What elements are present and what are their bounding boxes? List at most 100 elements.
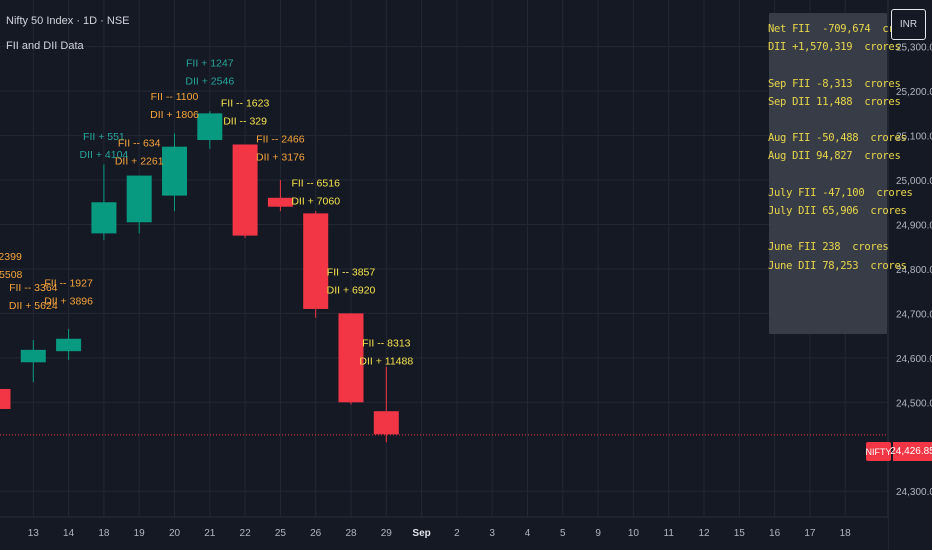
price-tick-label: 25,100.00 bbox=[896, 132, 932, 143]
fii-dii-label: FII -- 1927 bbox=[44, 278, 93, 290]
time-tick-label: 3 bbox=[489, 528, 495, 539]
candles bbox=[0, 111, 399, 443]
time-tick-label: 19 bbox=[134, 528, 146, 539]
candle-body bbox=[91, 202, 117, 234]
candle-body bbox=[56, 338, 82, 352]
fii-dii-label: DII + 5624 bbox=[9, 300, 58, 312]
price-tick-label: 25,300.00 bbox=[896, 43, 932, 54]
fii-dii-label: DII + 3176 bbox=[256, 151, 305, 163]
price-tick-label: 24,500.00 bbox=[896, 398, 932, 409]
price-tick-label: 24,600.00 bbox=[896, 354, 932, 365]
fii-dii-label: FII -- 634 bbox=[118, 138, 161, 150]
time-tick-label: 10 bbox=[628, 528, 640, 539]
candle-body bbox=[197, 113, 223, 141]
currency-button[interactable]: INR bbox=[891, 9, 926, 40]
time-tick-label: 11 bbox=[664, 528, 675, 539]
time-tick-label: 22 bbox=[240, 528, 252, 539]
time-tick-label: Sep bbox=[412, 528, 430, 539]
symbol-label: NIFTY bbox=[866, 442, 892, 461]
candle-up bbox=[91, 164, 117, 241]
summary-line: Aug FII -50,488 crores bbox=[768, 132, 907, 145]
fii-dii-label: DII + 1806 bbox=[150, 109, 199, 121]
candle-down bbox=[232, 144, 258, 238]
summary-line: June DII 78,253 crores bbox=[768, 259, 907, 272]
fii-dii-label: FII -- 3857 bbox=[327, 267, 376, 279]
candle-body bbox=[0, 388, 11, 409]
fii-dii-label: FII + 2399 bbox=[0, 251, 22, 263]
indicator-title[interactable]: FII and DII Data bbox=[6, 40, 84, 52]
summary-line: Aug DII 94,827 crores bbox=[768, 150, 901, 163]
candle-down bbox=[0, 388, 11, 409]
candle-body bbox=[162, 146, 187, 196]
price-tick-label: 24,700.00 bbox=[896, 309, 932, 320]
fii-dii-label: FII -- 3364 bbox=[9, 282, 58, 294]
time-tick-label: 20 bbox=[169, 528, 181, 539]
time-tick-label: 12 bbox=[698, 528, 710, 539]
fii-dii-label: DII -- 329 bbox=[223, 116, 267, 128]
candle-up bbox=[197, 111, 223, 149]
last-price-label: 24,426.85 bbox=[890, 442, 932, 461]
candle-down bbox=[267, 180, 293, 212]
fii-dii-summary-panel: Net FII -709,674 crores DII +1,570,319 cr… bbox=[768, 13, 919, 334]
fii-dii-label: FII -- 8313 bbox=[362, 338, 411, 350]
fii-dii-label: DII + 5508 bbox=[0, 269, 23, 281]
time-tick-label: 18 bbox=[840, 528, 852, 539]
chart-grid bbox=[0, 0, 888, 517]
time-tick-label: 21 bbox=[204, 528, 216, 539]
candle-down bbox=[373, 366, 399, 443]
summary-line: July FII -47,100 crores bbox=[768, 186, 913, 199]
time-tick-label: 25 bbox=[275, 528, 287, 539]
candle-up bbox=[20, 340, 46, 383]
candle-down bbox=[338, 313, 364, 405]
candle-body bbox=[338, 313, 364, 403]
fii-dii-label: DII + 2261 bbox=[115, 156, 164, 168]
time-tick-label: 13 bbox=[28, 528, 40, 539]
summary-line: Sep DII 11,488 crores bbox=[768, 95, 901, 108]
candle-body bbox=[126, 175, 152, 223]
fii-dii-label: FII -- 1623 bbox=[221, 98, 270, 110]
candle-body bbox=[20, 349, 46, 363]
candle-body bbox=[373, 411, 399, 435]
fii-dii-label: FII -- 2466 bbox=[256, 133, 305, 145]
candle-up bbox=[56, 328, 82, 361]
time-tick-label: 16 bbox=[769, 528, 781, 539]
time-tick-label: 17 bbox=[804, 528, 816, 539]
fii-dii-label: FII -- 6516 bbox=[291, 178, 340, 190]
price-tick-label: 24,800.00 bbox=[896, 265, 932, 276]
candle-body bbox=[267, 197, 293, 207]
time-tick-label: 14 bbox=[63, 528, 75, 539]
time-tick-label: 15 bbox=[734, 528, 746, 539]
fii-dii-label: FII + 1247 bbox=[186, 58, 234, 70]
fii-dii-label: DII + 4104 bbox=[80, 149, 129, 161]
fii-dii-label: DII + 3896 bbox=[44, 296, 93, 308]
candle-up bbox=[162, 133, 187, 212]
time-tick-label: 9 bbox=[595, 528, 601, 539]
time-axis[interactable]: 13 14 18 19 20 21 22 25 26 28 29 Sep 2 3 4 5 9 10 11 12 15 16… bbox=[0, 516, 888, 550]
summary-line: July DII 65,906 crores bbox=[768, 205, 907, 217]
summary-line: June FII 238 crores bbox=[768, 241, 889, 254]
candle-body bbox=[232, 144, 258, 236]
fii-dii-label: FII + 551 bbox=[83, 131, 125, 143]
time-tick-label: 2 bbox=[454, 528, 460, 539]
summary-line: Sep FII -8,313 crores bbox=[768, 77, 901, 90]
time-tick-label: 26 bbox=[310, 528, 322, 539]
candle-down bbox=[303, 211, 329, 318]
candle-body bbox=[303, 213, 329, 309]
time-tick-label: 4 bbox=[525, 528, 531, 539]
time-tick-label: 5 bbox=[560, 528, 566, 539]
summary-line: Net FII -709,674 crores bbox=[768, 23, 919, 35]
fii-dii-label: DII + 2546 bbox=[185, 76, 234, 88]
summary-line: DII +1,570,319 crores bbox=[768, 41, 901, 54]
fii-dii-label: DII + 11488 bbox=[359, 356, 413, 368]
fii-dii-label: FII -- 1100 bbox=[151, 91, 199, 103]
price-tick-label: 25,000.00 bbox=[896, 176, 932, 187]
time-tick-label: 29 bbox=[381, 528, 393, 539]
time-axis-background bbox=[0, 517, 888, 550]
fii-dii-label: DII + 7060 bbox=[291, 196, 340, 208]
fii-dii-label: DII + 6920 bbox=[327, 285, 376, 297]
candle-up bbox=[126, 175, 152, 234]
price-tick-label: 25,200.00 bbox=[896, 87, 932, 98]
chart-title: Nifty 50 Index · 1D · NSE bbox=[6, 15, 130, 27]
